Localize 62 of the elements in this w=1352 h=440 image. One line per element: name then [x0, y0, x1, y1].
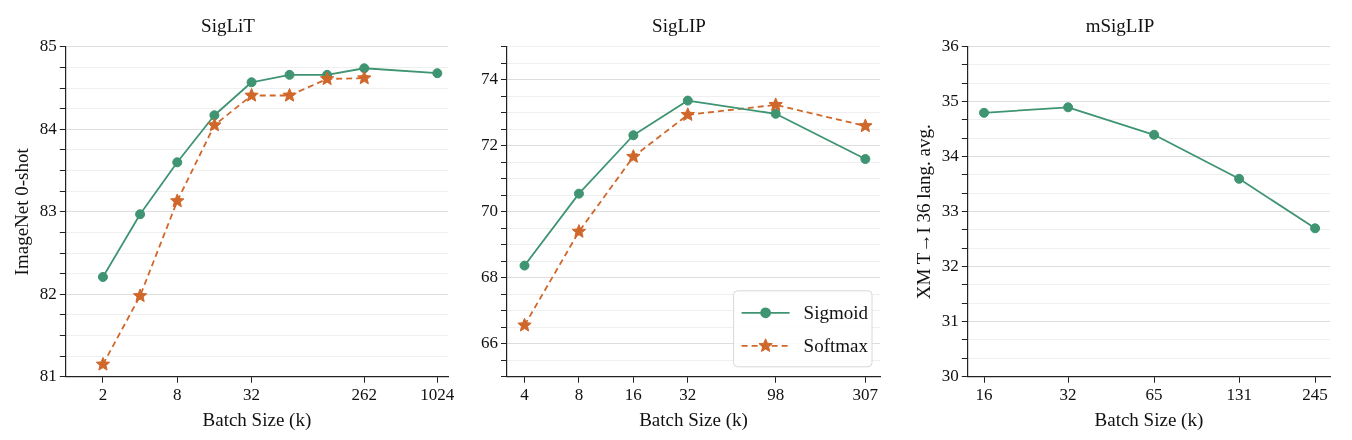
x-tick-label: 4: [520, 385, 530, 405]
point: [319, 71, 335, 86]
x-tick-label: 16: [975, 385, 993, 405]
x-tick-label: 32: [1059, 385, 1077, 405]
y-tick-label: 35: [941, 91, 959, 111]
y-tick-label: 36: [941, 36, 959, 56]
legend-label: Sigmoid: [803, 301, 869, 323]
y-tick-label: 84: [39, 118, 58, 138]
x-tick-label: 1024: [420, 385, 455, 405]
x-axis-title: Batch Size (k): [1094, 408, 1204, 431]
point: [979, 107, 989, 118]
x-tick-label: 8: [574, 385, 584, 405]
y-tick-label: 31: [941, 311, 959, 331]
x-tick-label: 131: [1226, 385, 1252, 405]
y-tick-label: 33: [941, 201, 959, 221]
point: [170, 193, 185, 208]
point: [207, 117, 222, 132]
x-tick-label: 65: [1145, 385, 1163, 405]
point: [95, 356, 111, 371]
y-tick-label: 85: [39, 36, 57, 56]
x-tick-label: 32: [243, 385, 261, 405]
x-tick-label: 307: [852, 385, 879, 405]
y-tick-label: 32: [941, 256, 959, 276]
y-tick-label: 83: [39, 201, 57, 221]
x-axis-title: Batch Size (k): [202, 408, 312, 431]
x-tick-label: 8: [173, 385, 182, 405]
y-tick-label: 82: [39, 283, 57, 303]
point: [357, 70, 372, 85]
y-tick-label: 30: [941, 366, 959, 386]
y-tick-label: 81: [39, 366, 57, 386]
y-axis-title: ImageNet 0-shot: [11, 147, 33, 276]
point: [1149, 129, 1160, 140]
x-tick-label: 98: [767, 385, 785, 405]
point: [135, 209, 146, 220]
chart-title: SigLIP: [652, 15, 706, 37]
chart-title: mSigLIP: [1085, 15, 1155, 37]
y-tick-label: 72: [481, 135, 498, 155]
y-tick-label: 68: [481, 267, 498, 287]
x-axis-title: Batch Size (k): [639, 408, 748, 431]
point: [209, 110, 220, 121]
y-tick-label: 70: [481, 201, 498, 221]
point: [359, 63, 370, 74]
y-tick-label: 34: [941, 146, 960, 166]
point: [1234, 173, 1245, 184]
x-tick-label: 32: [679, 385, 697, 405]
point: [246, 77, 257, 88]
legend-label: Softmax: [803, 334, 869, 356]
x-tick-label: 262: [351, 385, 377, 405]
y-axis-title: XM T→I 36 lang. avg.: [913, 124, 935, 300]
point: [244, 87, 259, 102]
x-tick-label: 245: [1302, 385, 1328, 405]
x-tick-label: 16: [624, 385, 642, 405]
x-tick-label: 2: [98, 385, 108, 405]
point: [97, 271, 108, 282]
point: [132, 288, 148, 303]
y-tick-label: 66: [481, 333, 498, 353]
point: [1063, 102, 1074, 113]
point: [172, 157, 183, 168]
y-tick-label: 74: [481, 69, 499, 89]
point: [284, 69, 295, 80]
point: [282, 87, 297, 102]
chart-title: SigLiT: [201, 15, 256, 37]
